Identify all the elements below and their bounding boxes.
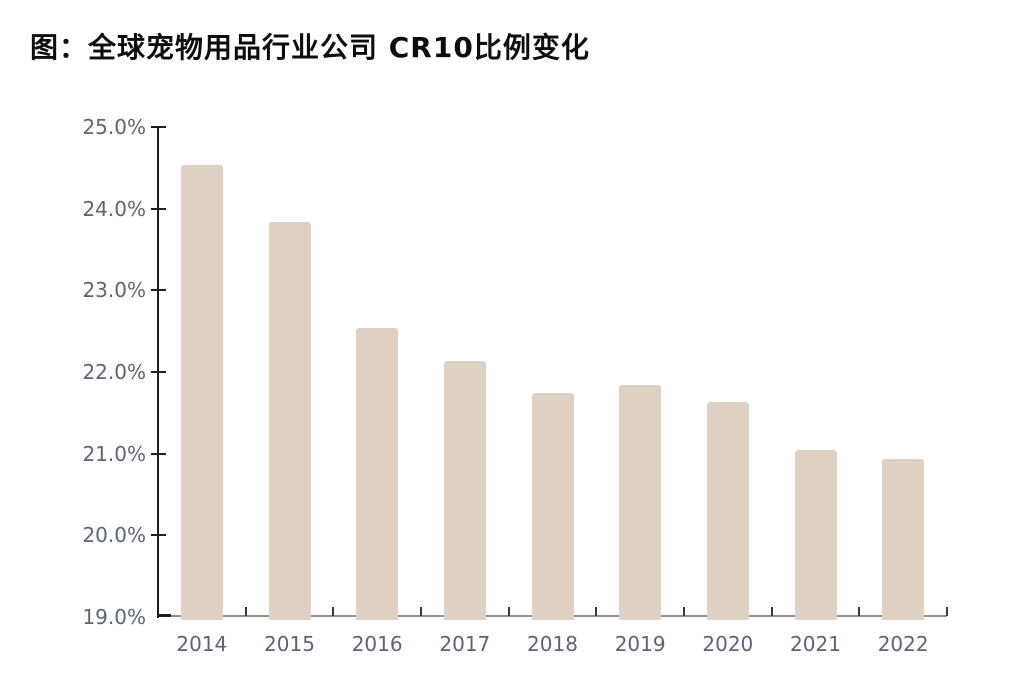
x-axis-label: 2017: [439, 632, 491, 656]
x-axis-label: 2020: [702, 632, 754, 656]
y-axis-tick: [151, 289, 166, 292]
x-axis-label: 2016: [351, 632, 403, 656]
x-axis-tick: [858, 607, 861, 616]
y-axis-label: 21.0%: [82, 441, 146, 466]
x-axis-tick: [595, 607, 598, 616]
bar-2016: [356, 327, 399, 620]
bar-2018: [531, 393, 574, 620]
x-axis-tick: [332, 607, 335, 616]
bar-2022: [882, 459, 925, 620]
chart-title: 图：全球宠物用品行业公司 CR10比例变化: [30, 31, 590, 64]
axis-origin-corner: [157, 614, 171, 617]
bar-2021: [794, 450, 837, 620]
x-axis-tick: [244, 607, 247, 616]
x-axis-label: 2018: [527, 632, 578, 656]
x-axis-tick: [946, 607, 948, 616]
y-axis-label: 20.0%: [82, 523, 146, 548]
x-axis-tick: [683, 607, 685, 616]
x-axis-label: 2015: [264, 632, 315, 656]
x-axis-tick: [770, 607, 773, 616]
x-axis-tick: [420, 607, 422, 616]
x-axis-tick: [507, 607, 510, 616]
y-axis-tick: [151, 207, 166, 210]
x-axis-label: 2019: [614, 632, 666, 656]
y-axis-tick: [151, 126, 166, 128]
y-axis-tick: [151, 534, 166, 537]
bar-2014: [180, 165, 223, 620]
bar-2020: [706, 402, 749, 620]
y-axis-tick: [151, 371, 166, 373]
x-axis-label: 2014: [176, 632, 228, 656]
y-axis-label: 25.0%: [82, 115, 146, 139]
bar-2017: [443, 361, 486, 620]
bar-2019: [619, 385, 662, 620]
y-axis-label: 23.0%: [82, 278, 146, 303]
y-axis-label: 24.0%: [82, 196, 146, 221]
x-axis-label: 2021: [790, 632, 841, 656]
y-axis-label: 19.0%: [82, 605, 146, 629]
y-axis-tick: [151, 452, 166, 455]
x-axis-label: 2022: [877, 632, 929, 656]
y-axis-label: 22.0%: [82, 360, 146, 384]
bar-2015: [268, 221, 311, 620]
